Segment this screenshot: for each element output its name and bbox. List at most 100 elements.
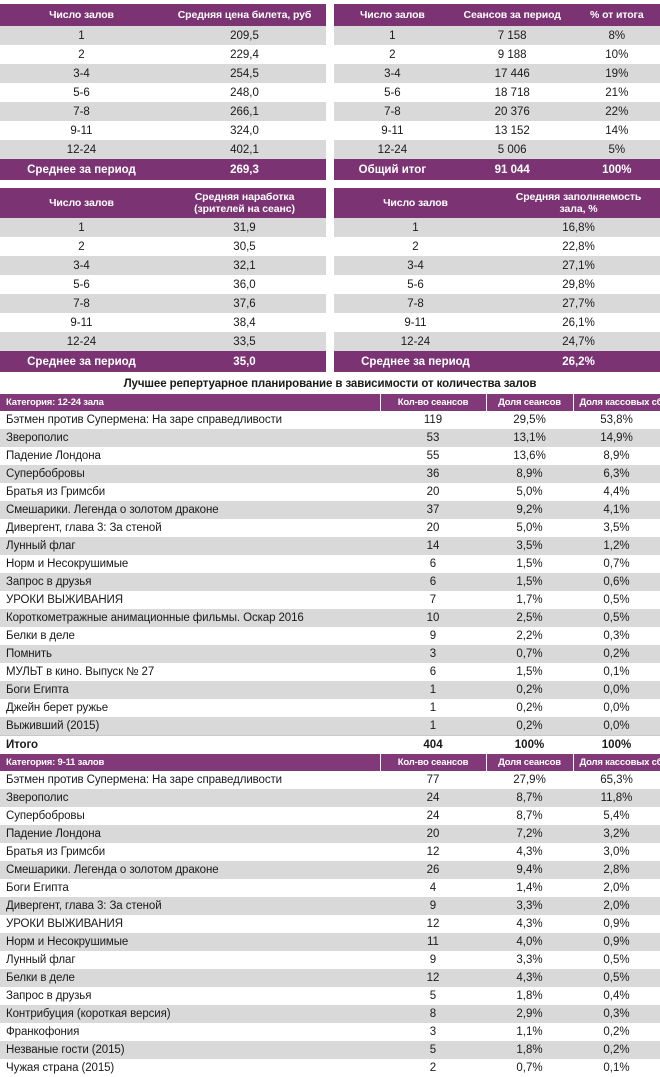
table-row: Белки в деле 12 4,3% 0,5% (0, 969, 660, 988)
row-value: 0,7% (573, 555, 660, 574)
row-label: 5-6 (0, 275, 163, 295)
row-value: 1,8% (486, 1041, 573, 1060)
table-row: Лунный флаг 9 3,3% 0,5% (0, 951, 660, 970)
table-header-row: Число залов Сеансов за период% от итога (334, 4, 660, 27)
table-row: Норм и Несокрушимые 11 4,0% 0,9% (0, 933, 660, 952)
row-value: 20 (380, 825, 486, 844)
row-value: 2,2% (486, 627, 573, 646)
row-value: 13 152 (450, 121, 574, 141)
column-header: Доля сеансов (486, 754, 574, 772)
row-value: 11,8% (573, 789, 660, 808)
column-header: Доля кассовых сборов (573, 754, 660, 772)
row-value: 12 (380, 969, 486, 988)
table-row: Боги Египта 1 0,2% 0,0% (0, 681, 660, 700)
table-row: Помнить 3 0,7% 0,2% (0, 645, 660, 664)
row-value: 1 (380, 717, 486, 736)
row-label: 3-4 (0, 256, 163, 276)
row-value: 26 (380, 861, 486, 880)
row-value: 29,5% (486, 411, 573, 430)
film-title: Контрибуция (короткая версия) (0, 1005, 380, 1024)
row-value: 4,1% (573, 501, 660, 520)
row-label: 5-6 (334, 83, 451, 103)
film-title: Короткометражные анимационные фильмы. Ос… (0, 609, 380, 628)
row-value: 1,5% (486, 555, 573, 574)
row-value: 6 (380, 573, 486, 592)
row-label: 3-4 (334, 64, 451, 84)
row-value: 5,0% (486, 519, 573, 538)
row-value: 14,9% (573, 429, 660, 448)
film-title: Смешарики. Легенда о золотом драконе (0, 861, 380, 880)
column-header: Средняя заполняемость зала, % (497, 188, 660, 219)
table-row: 3-4 17 446 19% (334, 64, 660, 84)
row-value: 209,5 (163, 26, 326, 46)
film-title: Белки в деле (0, 969, 380, 988)
row-value: 1,4% (486, 879, 573, 898)
film-title: Франкофония (0, 1023, 380, 1042)
row-value: 18 718 (450, 83, 574, 103)
column-header: Число залов (0, 188, 163, 219)
table-row: 7-8 27,7% (334, 294, 660, 314)
film-title: Супербобровы (0, 807, 380, 826)
table-row: 3-4 27,1% (334, 256, 660, 276)
row-value: 7 158 (450, 26, 574, 46)
table-header-row: Число залов Средняя наработка (зрителей на… (0, 188, 326, 219)
row-value: 1,5% (486, 663, 573, 682)
row-value: 2,0% (573, 879, 660, 898)
film-title: Лунный флаг (0, 537, 380, 556)
row-value: 24 (380, 807, 486, 826)
film-title: Лунный флаг (0, 951, 380, 970)
row-value: 0,1% (573, 1059, 660, 1077)
table-row: 9-11 324,0 (0, 121, 326, 141)
row-label: 1 (0, 26, 163, 46)
row-value: 55 (380, 447, 486, 466)
row-label: 12-24 (0, 140, 163, 160)
table-row: Чужая страна (2015) 2 0,7% 0,1% (0, 1059, 660, 1077)
repertoire-header-row: Категория: 12-24 зала Кол-во сеансов Доля … (0, 394, 660, 412)
table-row: Бэтмен против Супермена: На заре справед… (0, 411, 660, 430)
row-value: 36,0 (163, 275, 326, 295)
row-value: 5,4% (573, 807, 660, 826)
film-title: Братья из Гримсби (0, 843, 380, 862)
row-value: 12 (380, 843, 486, 862)
table-row: Дивергент, глава 3: За стеной 9 3,3% 2,0% (0, 897, 660, 916)
row-value: 7,2% (486, 825, 573, 844)
table-row: 5-6 248,0 (0, 83, 326, 103)
row-label: 7-8 (334, 102, 451, 122)
table-row: Бэтмен против Супермена: На заре справед… (0, 771, 660, 790)
row-value: 11 (380, 933, 486, 952)
row-value: 7 (380, 591, 486, 610)
row-value: 1,1% (486, 1023, 573, 1042)
row-value: 24,7% (497, 332, 660, 352)
row-label: 12-24 (334, 140, 451, 160)
row-value: 8,7% (486, 789, 573, 808)
row-label: 1 (0, 218, 163, 238)
total-value: 100% (573, 735, 660, 755)
row-value: 402,1 (163, 140, 326, 160)
row-value: 20 (380, 519, 486, 538)
table-row: 5-6 36,0 (0, 275, 326, 295)
category-header: Категория: 9-11 залов (0, 754, 381, 772)
row-label: 3-4 (334, 256, 497, 276)
film-title: Падение Лондона (0, 447, 380, 466)
row-value: 38,4 (163, 313, 326, 333)
row-value: 0,9% (573, 933, 660, 952)
total-value: 91 044 (450, 159, 574, 181)
row-value: 31,9 (163, 218, 326, 238)
row-value: 1,8% (486, 987, 573, 1006)
row-value: 2,8% (573, 861, 660, 880)
row-value: 17 446 (450, 64, 574, 84)
row-value: 14% (573, 121, 660, 141)
row-value: 0,3% (573, 627, 660, 646)
row-value: 12 (380, 915, 486, 934)
row-value: 53 (380, 429, 486, 448)
row-value: 8 (380, 1005, 486, 1024)
row-value: 13,6% (486, 447, 573, 466)
table-row: 7-8 37,6 (0, 294, 326, 314)
table-row: 12-24 5 006 5% (334, 140, 660, 160)
row-value: 3,3% (486, 951, 573, 970)
row-value: 5 (380, 1041, 486, 1060)
row-value: 3 (380, 645, 486, 664)
row-value: 0,3% (573, 1005, 660, 1024)
row-value: 9,4% (486, 861, 573, 880)
row-value: 0,2% (573, 1023, 660, 1042)
